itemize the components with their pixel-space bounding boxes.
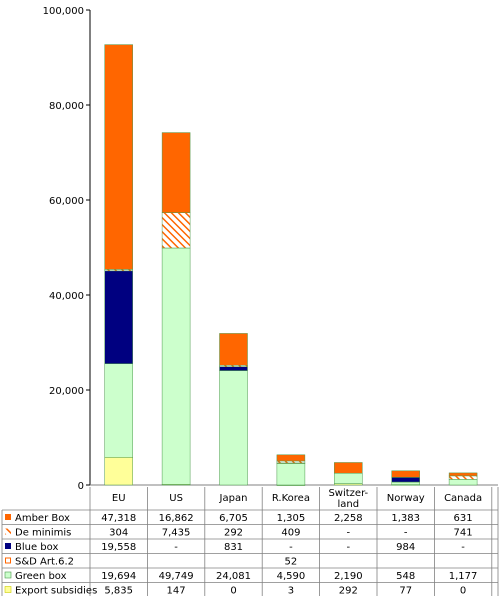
legend-key [5, 557, 11, 564]
legend-label: Blue box [15, 542, 58, 553]
bar-area [104, 44, 478, 486]
legend-label: Green box [15, 571, 67, 582]
bar-segment [334, 472, 363, 484]
table-value: 0 [230, 586, 236, 596]
table-value: - [346, 528, 350, 539]
table-value: 631 [454, 513, 473, 524]
legend-label: S&D Art.6.2 [15, 557, 74, 568]
table-value: 409 [281, 528, 300, 539]
table-value: 548 [396, 571, 415, 582]
legend-key [4, 571, 12, 579]
table-value: - [174, 542, 178, 553]
table-value: 5,835 [104, 586, 133, 596]
table-value: 47,318 [101, 513, 136, 524]
table-value: - [346, 542, 350, 553]
table-value: 77 [399, 586, 412, 596]
bar-segment [219, 333, 248, 366]
y-tick-label: 40,000 [49, 291, 84, 302]
bar-segment [104, 457, 133, 486]
category-label: Norway [387, 493, 425, 504]
table-value: - [404, 528, 408, 539]
category-label: Canada [444, 493, 482, 504]
table-value: 6,705 [219, 513, 248, 524]
bar-segment [161, 212, 191, 249]
bar-segment [276, 454, 306, 462]
table-value: 984 [396, 542, 415, 553]
bar-segment [334, 462, 363, 474]
table-value: 52 [285, 557, 298, 568]
y-tick-label: 100,000 [43, 6, 84, 17]
y-tick-label: 80,000 [49, 101, 84, 112]
table-value: 292 [339, 586, 358, 596]
data-table: EU US Japan R.Korea Switzer-land Norway Canada… [1, 487, 499, 596]
bar-segment [104, 363, 133, 458]
bar-segment [161, 132, 191, 213]
y-tick-label: 60,000 [49, 196, 84, 207]
table-value: 3 [288, 586, 294, 596]
table-value: 831 [224, 542, 243, 553]
table-value: 1,383 [391, 513, 420, 524]
bar-segment [219, 366, 248, 371]
bar-segment [161, 247, 191, 485]
table-value: 147 [167, 586, 186, 596]
table-value: 49,749 [159, 571, 194, 582]
table-value: 2,258 [334, 513, 363, 524]
bar-segment [276, 462, 306, 486]
table-value: 16,862 [159, 513, 194, 524]
legend-key [5, 528, 11, 535]
bar-segment [391, 481, 420, 485]
table-value: 19,558 [101, 542, 136, 553]
y-tick-label: 20,000 [49, 386, 84, 397]
table-value: 24,081 [216, 571, 251, 582]
table-value: 0 [460, 586, 466, 596]
table-value: 19,694 [101, 571, 136, 582]
category-label: Japan [219, 493, 248, 504]
bar-segment [104, 44, 133, 270]
legend-label: Amber Box [15, 513, 70, 524]
category-label: EU [112, 493, 126, 504]
table-value: 2,190 [334, 571, 363, 582]
y-axis: 0 20,000 40,000 60,000 80,000 100,000 [43, 6, 498, 492]
legend-key [5, 543, 11, 549]
table-value: 741 [454, 528, 473, 539]
bar-segment [448, 479, 478, 486]
table-value: 1,177 [449, 571, 478, 582]
legend-label: De minimis [15, 528, 71, 539]
legend-key [5, 514, 11, 520]
table-value: 1,305 [277, 513, 306, 524]
legend-key [4, 586, 12, 593]
category-label: US [169, 493, 183, 504]
legend-label: Export subsidies [15, 586, 97, 596]
category-label: R.Korea [272, 493, 310, 504]
table-value: - [289, 542, 293, 553]
category-label: Switzer- [328, 488, 368, 499]
table-value: 292 [224, 528, 243, 539]
table-value: 7,435 [162, 528, 191, 539]
table-value: 4,590 [277, 571, 306, 582]
bar-segment [276, 460, 306, 464]
table-value: 304 [109, 528, 128, 539]
bar-segment [391, 477, 420, 483]
bar-segment [104, 270, 133, 364]
table-value: - [461, 542, 465, 553]
bar-segment [391, 470, 420, 478]
bar-segment [219, 370, 248, 486]
bar-segment [448, 475, 478, 480]
bar-segment [448, 472, 478, 477]
y-tick-label: 0 [78, 481, 84, 492]
category-label: land [338, 499, 360, 510]
